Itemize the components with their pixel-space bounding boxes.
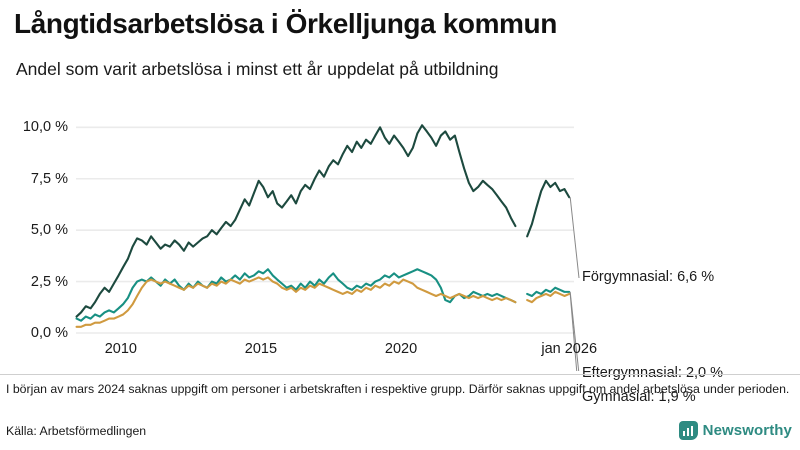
y-axis-tick-label: 2,5 % xyxy=(30,273,68,290)
page-title: Långtidsarbetslösa i Örkelljunga kommun xyxy=(14,8,557,39)
x-axis-tick-label: 2020 xyxy=(384,341,418,357)
series-label-eftergymnasial: Eftergymnasial: 2,0 % xyxy=(582,365,724,381)
series-label-gymnasial: Gymnasial: 1,9 % xyxy=(582,389,696,405)
x-axis-tick-label: jan 2026 xyxy=(541,341,598,357)
brand-logo: Newsworthy xyxy=(678,421,792,440)
footer-divider xyxy=(0,374,800,375)
y-axis-tick-label: 7,5 % xyxy=(30,170,68,187)
series-label-forgymnasial: Förgymnasial: 6,6 % xyxy=(582,269,715,285)
footnote: I början av mars 2024 saknas uppgift om … xyxy=(6,382,790,396)
y-axis-tick-label: 0,0 % xyxy=(30,325,68,341)
x-axis-tick-label: 2015 xyxy=(244,341,278,357)
series-line-eftergymnasial xyxy=(75,268,517,322)
series-line-förgymnasial xyxy=(526,179,571,238)
line-chart: 0,0 % 2,5 % 5,0 % 7,5 % 10,0 % 2010 2015 2020 j… xyxy=(0,96,800,405)
bar-chart-badge-icon xyxy=(678,421,698,440)
series-line-gymnasial xyxy=(526,290,571,304)
series-line-gymnasial xyxy=(75,276,517,328)
y-axis-tick-label: 5,0 % xyxy=(30,222,68,239)
chart-canvas xyxy=(75,124,580,399)
brand-name: Newsworthy xyxy=(702,422,792,439)
y-axis-tick-label: 10,0 % xyxy=(22,119,68,136)
source-credit: Källa: Arbetsförmedlingen xyxy=(6,424,147,438)
page-subtitle: Andel som varit arbetslösa i minst ett å… xyxy=(16,59,499,79)
x-axis-tick-label: 2010 xyxy=(104,341,137,357)
series-line-förgymnasial xyxy=(75,124,517,318)
series-leader-line xyxy=(569,197,580,279)
series-line-eftergymnasial xyxy=(526,286,571,298)
